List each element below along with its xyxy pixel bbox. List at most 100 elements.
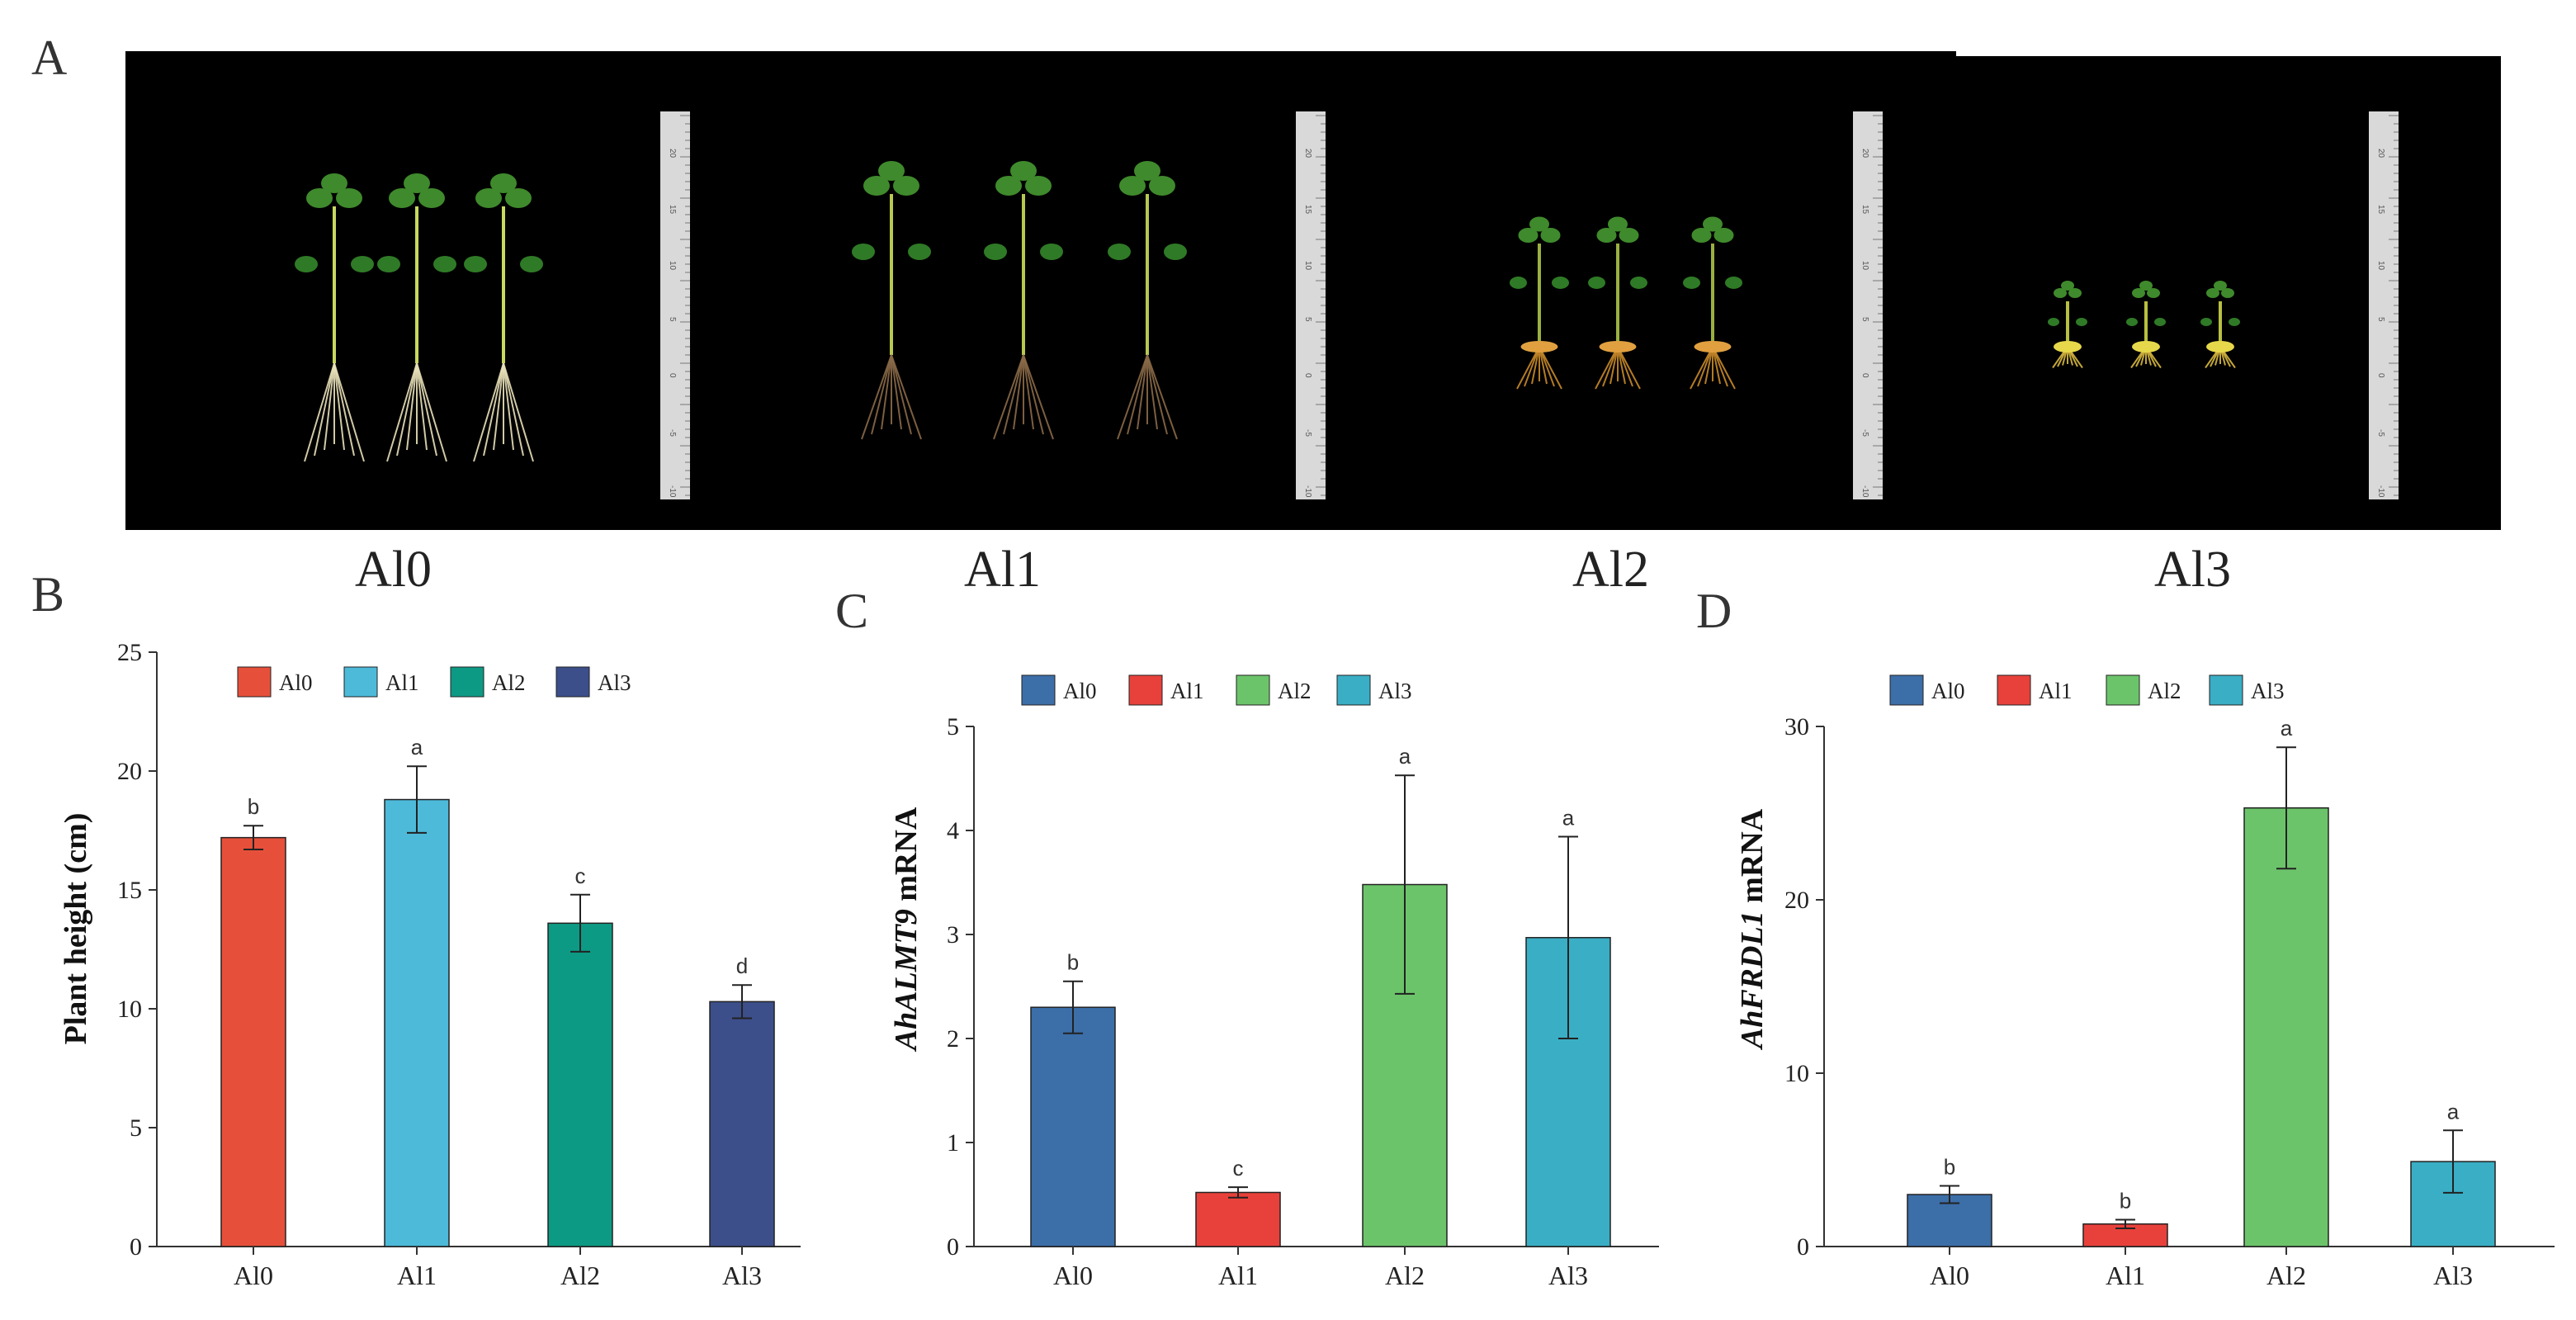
plant-root	[333, 362, 365, 462]
plant-leaf	[1630, 277, 1647, 289]
bar-al1	[1195, 1191, 1281, 1247]
ruler-number: 5	[2376, 317, 2385, 322]
plant-root	[1013, 354, 1024, 430]
x-tick-label: Al2	[560, 1261, 600, 1290]
plant-root	[1690, 346, 1713, 390]
plant-root	[1023, 354, 1044, 435]
plant-leaf	[1510, 277, 1527, 289]
x-tick-label: Al0	[1930, 1261, 1969, 1290]
plant-root	[304, 362, 335, 462]
plant-leaf	[1164, 244, 1187, 260]
plant-leaf	[1596, 228, 1617, 243]
significance-letter: b	[248, 794, 259, 819]
plant-root	[473, 362, 504, 462]
y-tick-label: 25	[117, 639, 142, 666]
legend-swatch	[343, 666, 378, 698]
chart-c-ylabel-unit: mRNA	[889, 807, 924, 909]
plant-leaf	[377, 256, 400, 272]
plant-leaf	[908, 244, 931, 260]
plant-leaf	[995, 176, 1022, 196]
legend-label: Al3	[2251, 679, 2285, 703]
panel-letter-d: D	[1696, 584, 1732, 638]
x-tick-label: Al3	[722, 1261, 762, 1290]
plant-cotyledon	[2054, 341, 2082, 352]
plant-root	[503, 362, 514, 451]
ruler-number: 20	[1303, 149, 1312, 158]
ruler-number: 5	[1860, 317, 1869, 322]
plant-root	[483, 362, 504, 457]
plant-leaf	[2229, 318, 2240, 326]
plant-leaf	[1619, 228, 1639, 243]
plant-root	[1117, 354, 1148, 440]
bar-al1	[384, 798, 450, 1247]
plant-leaf	[1040, 244, 1063, 260]
chart-plant-height: Plant height (cm) 0 5 10 15 20 25 b Al0 a Al1 c Al2…	[59, 639, 801, 1290]
bar-al2	[547, 922, 613, 1247]
plant-seedling	[1588, 216, 1647, 390]
plant-root	[396, 362, 418, 457]
photo-label-al1: Al1	[964, 542, 1041, 598]
plant-leaf	[984, 244, 1007, 260]
legend-swatch	[2106, 674, 2140, 706]
legend-label: Al1	[2039, 679, 2073, 703]
plant-root	[1531, 346, 1540, 385]
plant-leaf	[321, 173, 347, 193]
plant-root	[1697, 346, 1713, 387]
plant-leaf	[505, 188, 532, 208]
plant-root	[1712, 346, 1728, 387]
plant-seedling	[852, 161, 931, 440]
ruler-number: 15	[1303, 205, 1312, 215]
plant-leaf	[1025, 176, 1052, 196]
plant-leaf	[2068, 288, 2082, 298]
plant-leaf	[1108, 244, 1131, 260]
plant-root	[416, 362, 447, 462]
plant-root	[386, 362, 418, 462]
plant-root	[503, 362, 534, 462]
plant-root	[1516, 346, 1540, 390]
plant-root	[1146, 354, 1158, 430]
significance-letter: a	[2281, 716, 2293, 740]
significance-letter: b	[1067, 950, 1079, 975]
chart-c-ylabel-gene: AhALMT9	[889, 909, 924, 1052]
plant-leaf	[2061, 281, 2074, 291]
significance-letter: a	[2447, 1099, 2460, 1124]
x-tick-label: Al3	[2433, 1261, 2473, 1290]
y-tick-label: 0	[130, 1233, 142, 1261]
x-tick-label: Al3	[1548, 1261, 1588, 1290]
bar-al0	[220, 836, 286, 1247]
plant-leaf	[2054, 288, 2067, 298]
ruler-number: 0	[2376, 373, 2385, 378]
chart-c-ylabel: AhALMT9 mRNA	[889, 807, 924, 1052]
plant-seedling	[377, 173, 456, 462]
plant-root	[503, 362, 524, 457]
ruler-number: -10	[2376, 485, 2385, 498]
plant-root	[881, 354, 892, 430]
plant-leaf	[464, 256, 487, 272]
plant-root	[1617, 346, 1641, 390]
plant-leaf	[336, 188, 362, 208]
y-tick-label: 3	[947, 921, 959, 949]
significance-letter: a	[1562, 806, 1575, 830]
legend-swatch	[237, 666, 272, 698]
plant-leaf	[2147, 288, 2160, 298]
plant-root	[333, 362, 355, 457]
plant-leaf	[475, 188, 502, 208]
plant-seedling	[984, 161, 1063, 440]
plant-root	[314, 362, 335, 457]
plant-root	[891, 354, 922, 440]
plant-leaf	[389, 188, 415, 208]
significance-letter: a	[411, 735, 423, 759]
plant-root	[416, 362, 428, 451]
plant-leaf	[1119, 176, 1146, 196]
plant-root	[1704, 346, 1713, 385]
x-tick-label: Al0	[234, 1261, 273, 1290]
plant-root	[871, 354, 892, 435]
ruler-number: 0	[668, 373, 677, 378]
plant-root	[416, 362, 437, 457]
plant-leaf	[433, 256, 456, 272]
y-tick-label: 30	[1784, 713, 1809, 740]
legend-label: Al0	[1063, 679, 1097, 703]
plant-leaf	[1691, 228, 1712, 243]
ruler-number: 15	[668, 205, 677, 215]
